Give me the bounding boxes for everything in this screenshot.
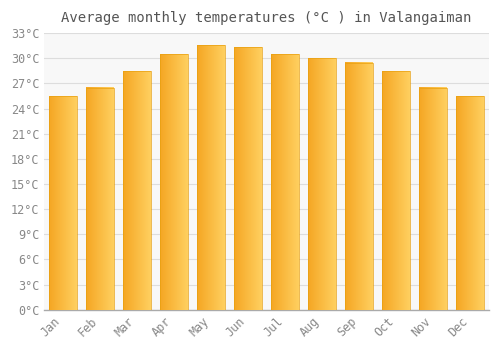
Bar bbox=[420, 88, 447, 310]
Title: Average monthly temperatures (°C ) in Valangaiman: Average monthly temperatures (°C ) in Va… bbox=[62, 11, 472, 25]
Bar bbox=[272, 54, 299, 310]
Bar bbox=[308, 58, 336, 310]
Bar bbox=[382, 71, 410, 310]
Bar bbox=[49, 96, 77, 310]
Bar bbox=[346, 63, 373, 310]
Bar bbox=[456, 96, 484, 310]
Bar bbox=[86, 88, 114, 310]
Bar bbox=[160, 54, 188, 310]
Bar bbox=[197, 45, 225, 310]
Bar bbox=[234, 48, 262, 310]
Bar bbox=[123, 71, 151, 310]
